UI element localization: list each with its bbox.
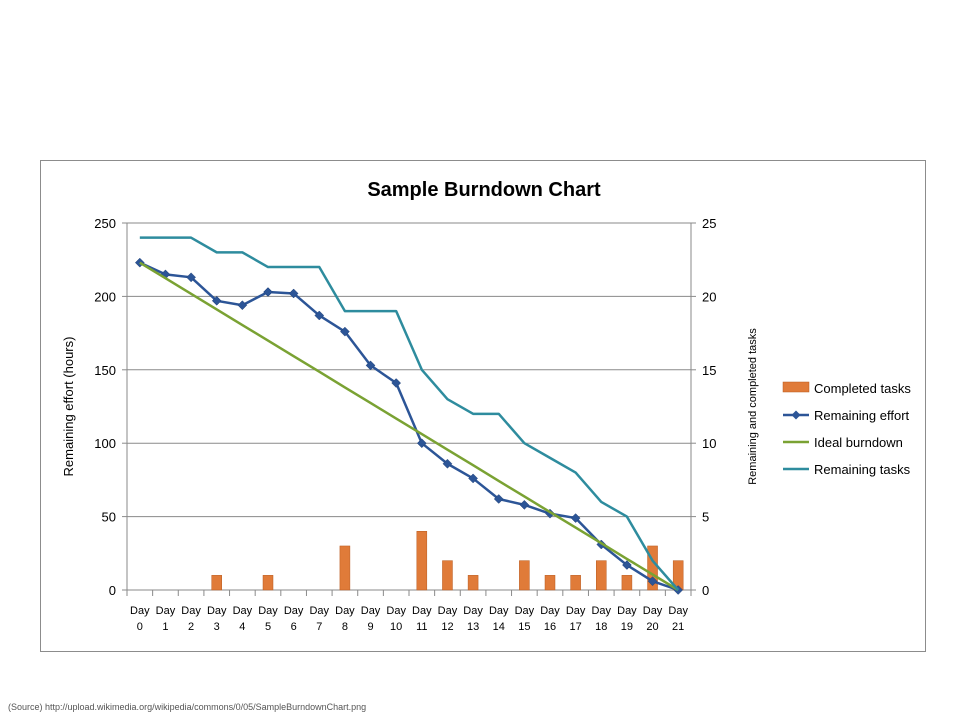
completed-tasks-bar: [467, 575, 479, 591]
completed-tasks-bar: [211, 575, 222, 591]
completed-tasks-bar: [519, 560, 530, 591]
gridlines: [127, 222, 691, 591]
x-tick-label: Day 8: [335, 605, 355, 633]
x-tick-label: Day 10: [386, 605, 406, 633]
completed-tasks-bar: [416, 531, 428, 591]
x-tick-label: Day 1: [156, 605, 176, 633]
remaining-effort-point: [314, 310, 325, 321]
remaining-effort-point: [442, 458, 453, 469]
x-tick-label: Day 14: [489, 605, 509, 633]
y-tick-label: 50: [102, 510, 116, 525]
line-series: [134, 236, 684, 595]
legend-label-remaining-tasks: Remaining tasks: [814, 462, 911, 477]
x-tick-label: Day 16: [540, 605, 560, 633]
y-right-tick-label: 10: [702, 436, 716, 451]
y-tick-label: 200: [94, 289, 116, 304]
remaining-effort-point: [237, 300, 248, 311]
x-tick-label: Day 21: [668, 605, 688, 633]
remaining-effort-point: [186, 272, 196, 283]
remaining-effort-point: [416, 438, 427, 449]
remaining-effort-point: [622, 560, 632, 570]
burndown-chart: Sample Burndown Chart 0 0 50 5 100 10 150 15 200…: [61, 179, 911, 633]
x-tick-label: Day 18: [591, 605, 611, 633]
y-right-axis-title: Remaining and completed tasks: [747, 328, 759, 485]
remaining-tasks-line: [139, 236, 680, 591]
legend-label-completed-tasks: Completed tasks: [814, 381, 911, 396]
y-right-tick-label: 20: [702, 289, 716, 304]
x-tick-label: Day 7: [309, 605, 329, 633]
legend-marker-remaining-effort: [791, 410, 801, 420]
x-tick-label: Day 0: [130, 605, 150, 633]
remaining-effort-point: [365, 360, 376, 371]
x-tick-label: Day 9: [361, 605, 381, 633]
x-tick-label: Day 20: [643, 605, 663, 633]
remaining-effort-point: [263, 287, 273, 297]
y-right-tick-label: 15: [702, 363, 716, 378]
remaining-effort-point: [340, 326, 350, 337]
y-tick-label: 150: [94, 363, 116, 378]
y-tick-label: 0: [109, 583, 116, 598]
legend-label-remaining-effort: Remaining effort: [814, 408, 910, 423]
y-right-tick-label: 25: [702, 216, 716, 231]
x-tick-label: Day 12: [438, 605, 458, 633]
x-tick-label: Day 6: [284, 605, 304, 633]
y-tick-label: 250: [94, 216, 116, 231]
legend-swatch-completed-tasks: [782, 381, 810, 393]
x-tick-label: Day 3: [207, 605, 227, 633]
y-tick-label: 100: [94, 436, 116, 451]
remaining-effort-point: [493, 494, 504, 504]
completed-tasks-bar: [262, 575, 274, 591]
remaining-effort-point: [468, 473, 478, 484]
remaining-effort-point: [647, 576, 658, 587]
remaining-effort-point: [519, 500, 530, 510]
y-right-tick-label: 0: [702, 583, 709, 598]
completed-tasks-bar: [339, 545, 351, 591]
completed-tasks-bar: [621, 575, 633, 591]
completed-tasks-bar: [544, 575, 556, 591]
remaining-effort-line: [139, 261, 679, 592]
x-tick-label: Day 17: [566, 605, 586, 633]
x-tick-label: Day 2: [181, 605, 201, 633]
completed-tasks-bar: [596, 560, 607, 591]
chart-title: Sample Burndown Chart: [367, 179, 601, 201]
remaining-effort-point: [211, 295, 222, 306]
remaining-effort-point: [288, 288, 299, 299]
remaining-effort-point: [570, 513, 581, 523]
x-tick-label: Day 4: [233, 605, 253, 633]
completed-tasks-bars: [211, 531, 684, 591]
chart-frame: Sample Burndown Chart 0 0 50 5 100 10 150 15 200…: [40, 160, 926, 652]
completed-tasks-bar: [570, 575, 581, 591]
x-tick-label: Day 11: [412, 605, 432, 633]
x-tick-label: Day 13: [463, 605, 483, 633]
y-axis-title: Remaining effort (hours): [61, 337, 76, 477]
x-tick-label: Day 15: [515, 605, 535, 633]
x-tick-label: Day 19: [617, 605, 637, 633]
x-tick-label: Day 5: [258, 605, 278, 633]
source-note: (Source) http://upload.wikimedia.org/wik…: [8, 702, 367, 712]
remaining-effort-point: [391, 378, 402, 388]
legend-label-ideal-burndown: Ideal burndown: [814, 435, 903, 450]
completed-tasks-bar: [442, 560, 453, 591]
y-right-tick-label: 5: [702, 510, 709, 525]
legend: Completed tasks Remaining effort Ideal bur…: [782, 381, 911, 477]
ideal-burndown-line: [139, 261, 679, 592]
